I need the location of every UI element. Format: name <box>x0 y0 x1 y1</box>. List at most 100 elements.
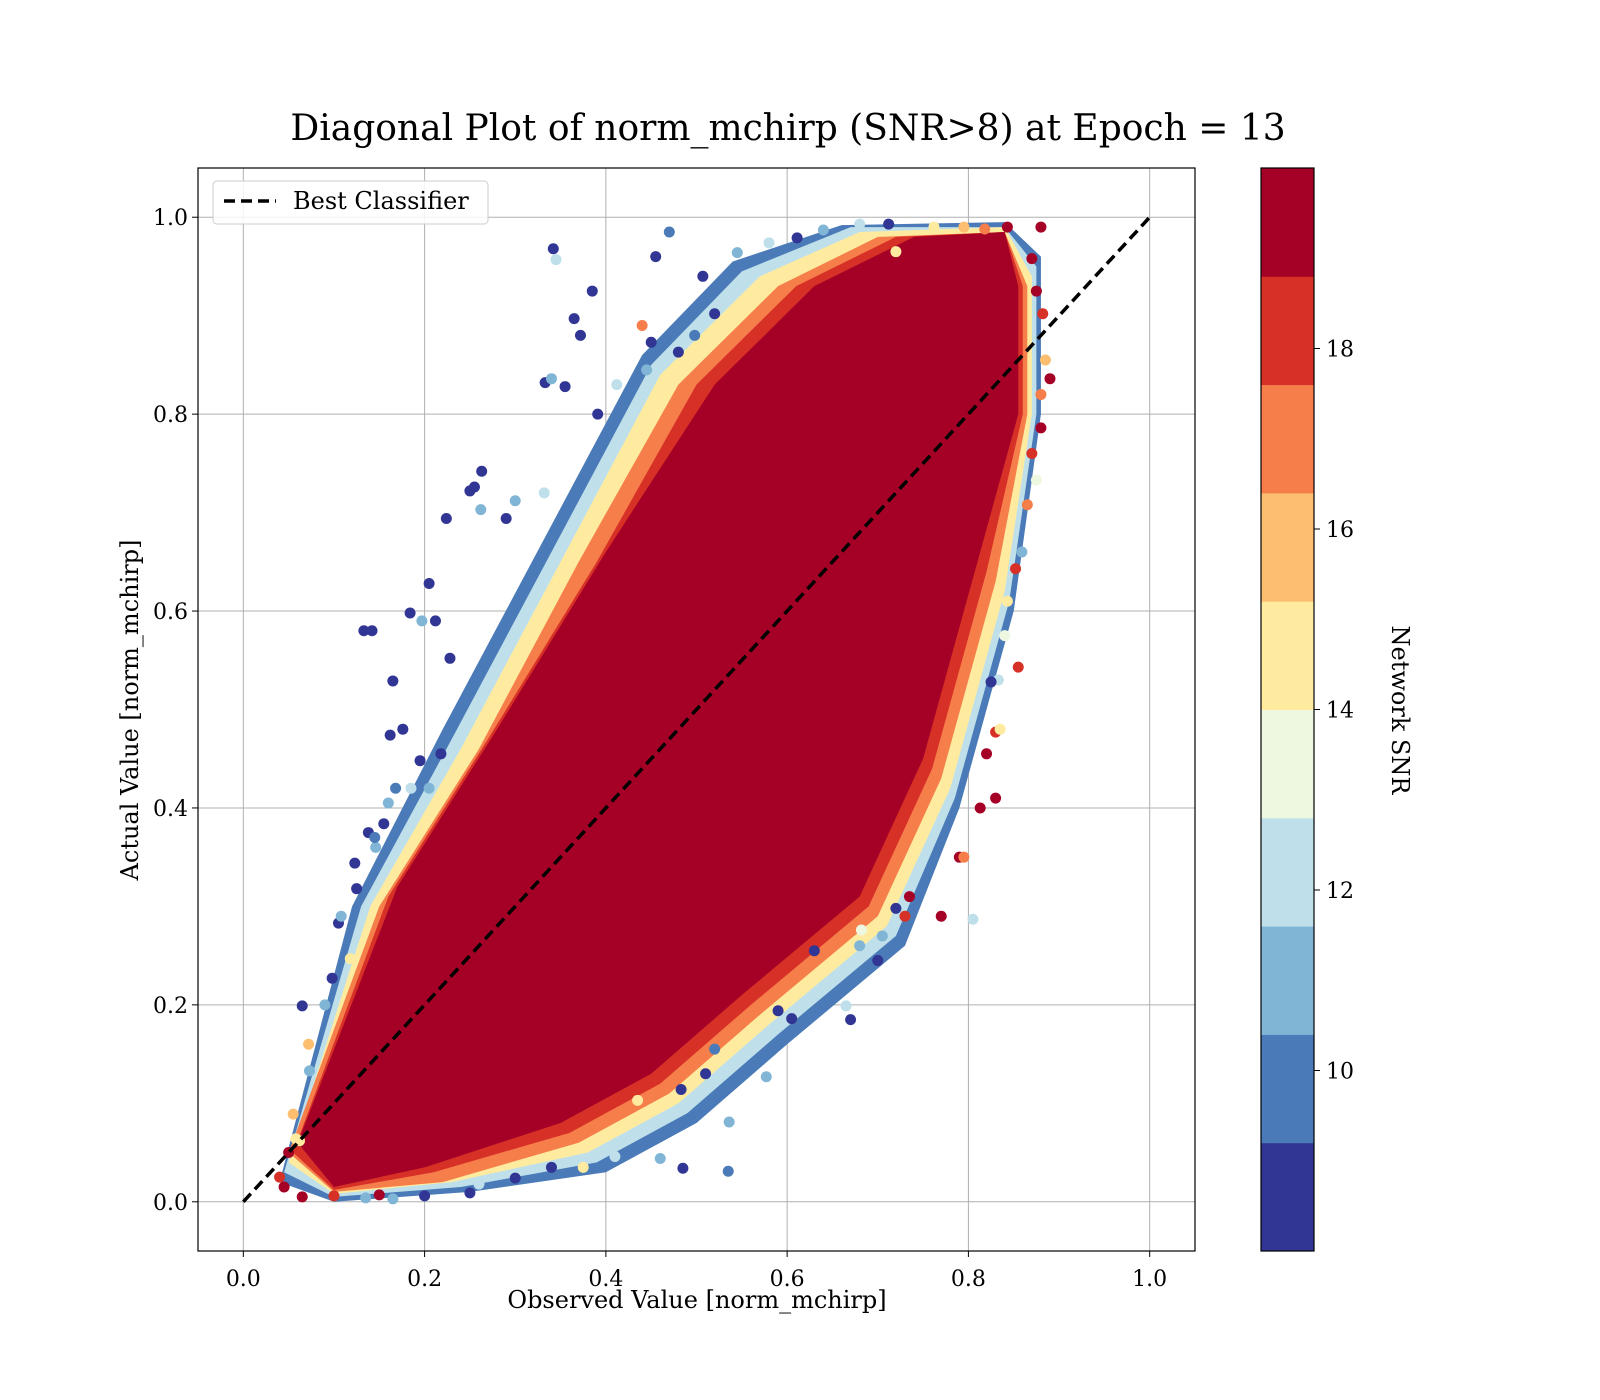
scatter-point-69 <box>278 1181 290 1193</box>
scatter-point-22 <box>672 346 684 358</box>
colorbar-tick-label-2: 14 <box>1326 699 1354 724</box>
scatter-point-45 <box>435 748 447 760</box>
scatter-point-126 <box>1037 308 1049 320</box>
scatter-point-23 <box>641 364 653 376</box>
scatter-point-122 <box>1026 448 1038 460</box>
scatter-point-63 <box>303 1038 315 1050</box>
colorbar: 10 12 14 16 18 <box>1260 167 1354 1252</box>
y-tick-label-1: 0.2 <box>153 994 188 1019</box>
scatter-point-39 <box>387 675 399 687</box>
scatter-point-37 <box>358 625 370 637</box>
scatter-point-2 <box>574 329 586 341</box>
x-axis-label: Observed Value [norm_mchirp] <box>507 1286 886 1314</box>
colorbar-tick-label-0: 10 <box>1326 1060 1354 1085</box>
scatter-point-118 <box>1016 546 1028 558</box>
colorbar-label: Network SNR <box>1386 626 1414 796</box>
scatter-point-28 <box>468 481 480 493</box>
scatter-point-26 <box>476 465 488 477</box>
scatter-point-83 <box>677 1162 689 1174</box>
scatter-point-68 <box>274 1171 286 1183</box>
scatter-point-114 <box>1012 661 1024 673</box>
scatter-point-7 <box>731 247 743 259</box>
colorbar-bin-3 <box>1261 817 1314 927</box>
scatter-point-52 <box>369 831 381 843</box>
y-tick-label-5: 1.0 <box>153 206 188 231</box>
scatter-point-41 <box>416 615 428 627</box>
legend-label: Best Classifier <box>293 187 469 215</box>
scatter-point-108 <box>974 802 986 814</box>
scatter-point-87 <box>723 1116 735 1128</box>
scatter-point-4 <box>650 251 662 263</box>
x-tick-label-4: 0.8 <box>951 1267 986 1292</box>
scatter-point-91 <box>772 1005 784 1017</box>
scatter-point-0 <box>547 243 559 255</box>
scatter-point-12 <box>883 218 895 230</box>
scatter-point-130 <box>1001 221 1013 233</box>
scatter-point-64 <box>287 1108 299 1120</box>
colorbar-bin-2 <box>1261 926 1314 1035</box>
scatter-point-58 <box>344 953 356 965</box>
scatter-point-132 <box>958 221 970 233</box>
scatter-point-84 <box>722 1165 734 1177</box>
scatter-point-15 <box>545 373 557 385</box>
scatter-point-82 <box>654 1152 666 1164</box>
scatter-point-8 <box>763 237 775 249</box>
scatter-point-75 <box>419 1190 431 1202</box>
scatter-point-119 <box>1030 474 1042 486</box>
scatter-point-86 <box>700 1068 712 1080</box>
scatter-point-70 <box>296 1191 308 1203</box>
scatter-point-125 <box>1035 388 1047 400</box>
scatter-point-71 <box>328 1190 340 1202</box>
scatter-point-19 <box>611 379 623 391</box>
scatter-point-18 <box>592 408 604 420</box>
scatter-point-120 <box>1021 499 1033 511</box>
scatter-point-72 <box>360 1192 372 1204</box>
colorbar-bin-0 <box>1261 1142 1314 1252</box>
scatter-point-44 <box>414 755 426 767</box>
scatter-point-111 <box>994 723 1006 735</box>
scatter-point-131 <box>979 223 991 235</box>
scatter-point-100 <box>890 902 902 914</box>
y-ticks: 0.0 0.2 0.4 0.6 0.8 1.0 <box>153 206 198 1216</box>
chart-title: Diagonal Plot of norm_mchirp (SNR>8) at … <box>290 108 1285 149</box>
scatter-point-21 <box>636 320 648 332</box>
scatter-point-36 <box>429 615 441 627</box>
colorbar-bin-1 <box>1261 1034 1314 1144</box>
scatter-point-29 <box>500 512 512 524</box>
scatter-point-1 <box>550 254 562 266</box>
colorbar-tick-label-3: 16 <box>1326 518 1354 543</box>
scatter-point-113 <box>985 676 997 688</box>
scatter-point-5 <box>663 226 675 238</box>
scatter-point-38 <box>366 625 378 637</box>
colorbar-bin-7 <box>1261 384 1314 494</box>
scatter-point-98 <box>872 955 884 967</box>
scatter-point-123 <box>1044 373 1056 385</box>
scatter-point-57 <box>335 910 347 922</box>
scatter-point-55 <box>390 782 402 794</box>
scatter-point-50 <box>351 883 363 895</box>
scatter-point-88 <box>709 1043 721 1055</box>
legend-box <box>212 180 489 225</box>
x-tick-label-2: 0.4 <box>588 1267 623 1292</box>
scatter-point-53 <box>405 782 417 794</box>
y-tick-label-0: 0.0 <box>153 1191 188 1216</box>
scatter-point-74 <box>387 1193 399 1205</box>
scatter-point-31 <box>440 512 452 524</box>
scatter-point-133 <box>928 221 940 233</box>
scatter-point-11 <box>854 218 866 230</box>
scatter-point-97 <box>855 924 867 936</box>
scatter-point-81 <box>609 1150 621 1162</box>
colorbar-tick-label-4: 18 <box>1326 338 1354 363</box>
x-tick-label-1: 0.2 <box>407 1267 442 1292</box>
scatter-point-89 <box>675 1084 687 1096</box>
scatter-point-76 <box>464 1187 476 1199</box>
colorbar-bin-4 <box>1261 709 1314 819</box>
scatter-point-10 <box>817 224 829 236</box>
reference-line-layer <box>242 216 1151 1203</box>
scatter-point-102 <box>899 910 911 922</box>
scatter-point-6 <box>697 270 709 282</box>
scatter-point-128 <box>1026 253 1038 265</box>
plot-frame <box>197 167 1196 1252</box>
scatter-point-129 <box>1035 221 1047 233</box>
